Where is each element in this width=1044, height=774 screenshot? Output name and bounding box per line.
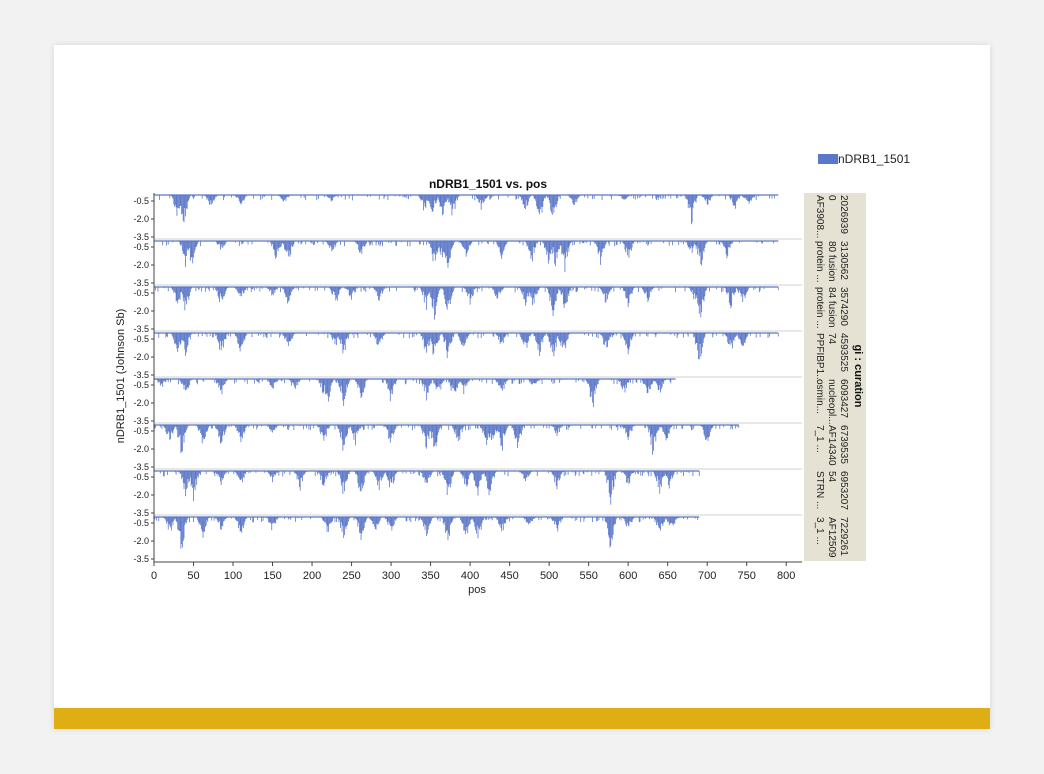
y-tick-label: -3.5 xyxy=(133,278,149,288)
x-axis-title: pos xyxy=(468,584,486,596)
y-tick-label: -0.5 xyxy=(133,334,149,344)
side-panel-label: 7_1 ... xyxy=(814,425,825,453)
y-tick-label: -2.0 xyxy=(133,444,149,454)
legend: nDRB1_1501 xyxy=(818,152,910,166)
y-tick-label: -2.0 xyxy=(133,536,149,546)
y-tick-label: -2.0 xyxy=(133,260,149,270)
y-tick-label: -0.5 xyxy=(133,380,149,390)
panel-bars xyxy=(162,241,774,273)
panel-bars xyxy=(154,425,740,455)
side-panel-header: gi : curation xyxy=(852,345,864,408)
side-panel-label: AF3908... xyxy=(814,195,825,238)
legend-label: nDRB1_1501 xyxy=(838,152,911,166)
side-panel-label: osmin... xyxy=(814,379,825,414)
y-tick-label: -2.0 xyxy=(133,306,149,316)
side-panel-label: 3574290 xyxy=(838,287,849,326)
legend-swatch xyxy=(818,154,838,164)
y-tick-label: -0.5 xyxy=(133,518,149,528)
side-panel-label: 80 fusion xyxy=(826,241,837,282)
x-tick-label: 800 xyxy=(777,570,795,582)
x-tick-label: 750 xyxy=(738,570,756,582)
panel-bars xyxy=(154,517,699,549)
side-panel-bg xyxy=(804,193,866,561)
panel-3: -0.5 -2.0 -3.5 xyxy=(133,284,802,334)
y-tick-label: -0.5 xyxy=(133,242,149,252)
panel-6: -0.5 -2.0 -3.5 xyxy=(133,422,802,472)
y-tick-label: -0.5 xyxy=(133,196,149,206)
panel-5: -0.5 -2.0 -3.5 xyxy=(133,376,802,426)
side-panel-label: 3_1 ... xyxy=(814,517,825,545)
side-panel-label: 6739535 xyxy=(838,425,849,464)
side-panel-label: 84 fusion xyxy=(826,287,837,328)
x-tick-label: 700 xyxy=(698,570,716,582)
x-tick-label: 500 xyxy=(540,570,558,582)
x-tick-label: 0 xyxy=(151,570,157,582)
x-tick-label: 600 xyxy=(619,570,637,582)
panel-4: -0.5 -2.0 -3.5 xyxy=(133,330,802,380)
x-tick-label: 50 xyxy=(187,570,199,582)
x-tick-label: 350 xyxy=(421,570,439,582)
chart-panels: -0.5-2.0-3.5-0.5-2.0-3.5-0.5-2.0-3.5-0.5… xyxy=(133,194,802,564)
x-tick-label: 150 xyxy=(263,570,281,582)
y-tick-label: -3.5 xyxy=(133,232,149,242)
side-panel-label: AF14340 xyxy=(826,425,837,466)
y-tick-label: -3.5 xyxy=(133,554,149,564)
y-tick-label: -3.5 xyxy=(133,416,149,426)
side-panel-label: protein ... xyxy=(814,287,825,329)
x-tick-label: 200 xyxy=(303,570,321,582)
panel-bars xyxy=(155,287,779,320)
y-tick-label: -0.5 xyxy=(133,426,149,436)
chart-title: nDRB1_1501 vs. pos xyxy=(429,177,547,191)
panel-bars xyxy=(159,195,775,225)
side-panel-label: protein ... xyxy=(814,241,825,283)
panel-bars xyxy=(158,333,779,360)
y-tick-label: -2.0 xyxy=(133,352,149,362)
x-tick-label: 100 xyxy=(224,570,242,582)
y-tick-label: -3.5 xyxy=(133,324,149,334)
x-tick-label: 250 xyxy=(342,570,360,582)
y-tick-label: -3.5 xyxy=(133,462,149,472)
side-panel-label: 7229261 xyxy=(838,517,849,556)
panel-bars xyxy=(155,379,672,408)
side-panel-label: 3130562 xyxy=(838,241,849,280)
side-panel-label: 74 xyxy=(826,333,837,345)
panel-2: -0.5 -2.0 -3.5 xyxy=(133,238,802,288)
side-panel-label: PPFIBP1... xyxy=(814,333,825,382)
panel-7: -0.5 -2.0 -3.5 xyxy=(133,468,802,518)
y-tick-label: -3.5 xyxy=(133,370,149,380)
side-panel-label: 0 xyxy=(826,195,837,201)
y-tick-label: -0.5 xyxy=(133,472,149,482)
side-panel-label: 2026939 xyxy=(838,195,849,234)
side-panel-label: 54 xyxy=(826,471,837,483)
x-axis: 0 50 100 150 200 250 300 350 400 450 500 550 600 650 7… xyxy=(151,193,802,582)
panel-8: -0.5 -2.0 -3.5 xyxy=(133,514,802,564)
y-tick-label: -3.5 xyxy=(133,508,149,518)
x-tick-label: 650 xyxy=(658,570,676,582)
footer-bar xyxy=(54,708,990,729)
panel-1: -0.5 -2.0 -3.5 xyxy=(133,194,779,242)
x-tick-label: 300 xyxy=(382,570,400,582)
y-tick-label: -2.0 xyxy=(133,398,149,408)
y-tick-label: -2.0 xyxy=(133,490,149,500)
side-panel-label: AF12509 xyxy=(826,517,837,558)
x-tick-label: 400 xyxy=(461,570,479,582)
y-tick-label: -0.5 xyxy=(133,288,149,298)
side-panel-label: 6953207 xyxy=(838,471,849,510)
side-panel-label: 6093427 xyxy=(838,379,849,418)
x-tick-label: 550 xyxy=(579,570,597,582)
y-axis-title: nDRB1_1501 (Johnson Sb) xyxy=(115,309,127,444)
panel-bars xyxy=(159,471,700,505)
y-tick-label: -2.0 xyxy=(133,214,149,224)
side-panel-label: 4593525 xyxy=(838,333,849,372)
x-tick-label: 450 xyxy=(500,570,518,582)
side-panel-label: STRN ... xyxy=(814,471,825,509)
side-panel-label: nucleopl... xyxy=(826,379,837,425)
